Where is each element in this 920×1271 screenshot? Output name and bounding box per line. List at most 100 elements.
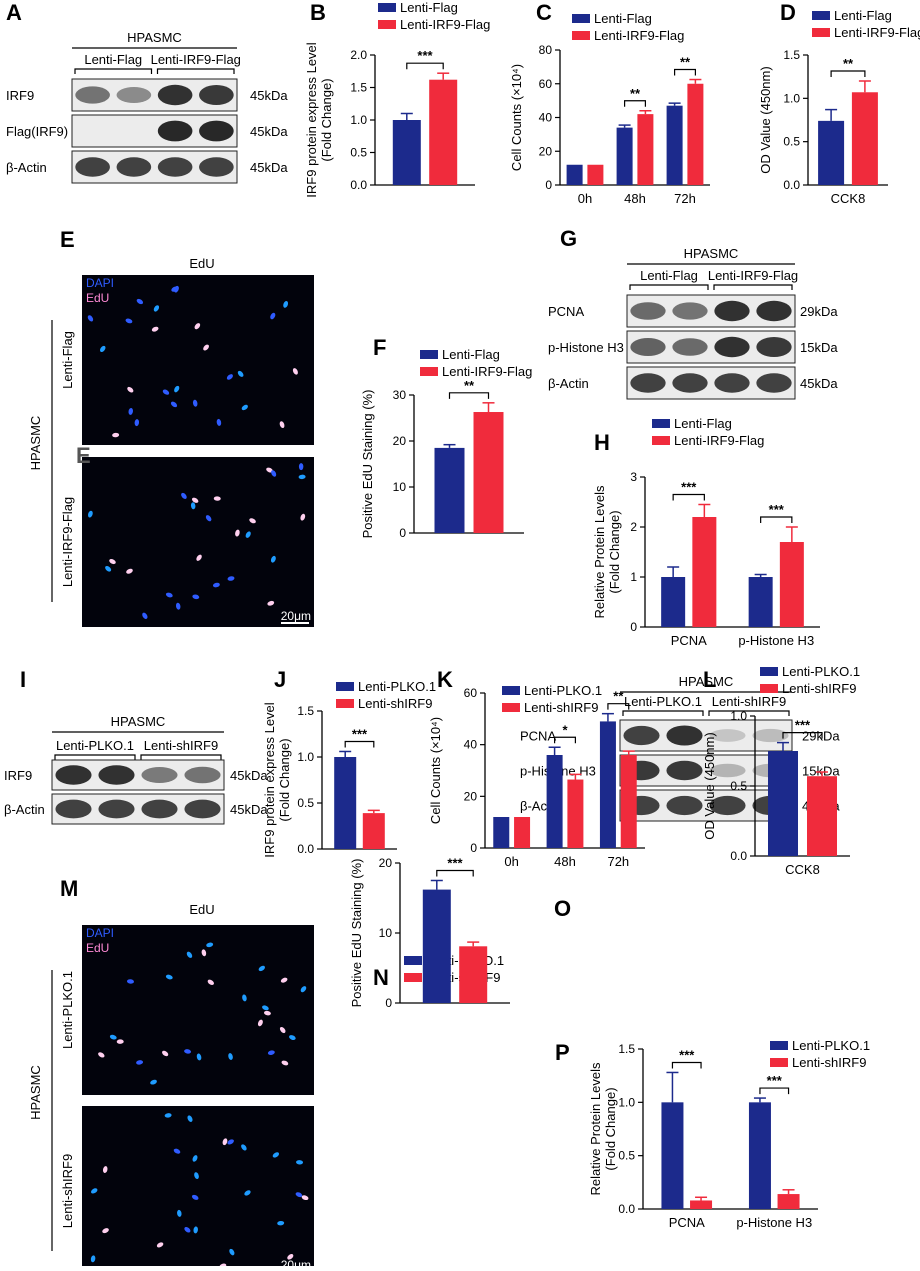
- dapi-nucleus: [298, 474, 306, 480]
- bar-lenti-plko-1: [661, 1102, 684, 1209]
- legend-swatch: [572, 14, 590, 23]
- dapi-nucleus: [128, 407, 133, 415]
- dapi-nucleus: [100, 345, 106, 353]
- micrograph-cell-label: HPASMC: [28, 1065, 43, 1120]
- molecular-weight-label: 45kDa: [250, 88, 288, 103]
- edu-positive-nucleus: [203, 344, 209, 351]
- dapi-nucleus: [258, 965, 265, 972]
- dapi-nucleus: [271, 470, 277, 477]
- edu-positive-nucleus: [98, 1052, 105, 1058]
- significance-bracket: [436, 869, 474, 877]
- legend-label: Lenti-shIRF9: [792, 1055, 866, 1070]
- edu-positive-nucleus: [196, 554, 202, 561]
- x-tick-label: CCK8: [831, 191, 866, 206]
- y-tick-label: 2.0: [350, 48, 367, 62]
- dapi-nucleus: [298, 463, 304, 471]
- y-axis-label: Cell Counts (×10⁴): [428, 717, 443, 824]
- y-tick-label: 0.0: [297, 842, 314, 856]
- y-tick-label: 1.0: [350, 113, 367, 127]
- x-tick-label: 72h: [674, 191, 696, 206]
- blot-row-label: IRF9: [6, 88, 34, 103]
- dapi-nucleus: [88, 510, 93, 518]
- significance-bracket: [674, 68, 696, 76]
- y-tick-label: 20: [539, 144, 553, 158]
- group-label: Lenti-IRF9-Flag: [708, 268, 798, 283]
- molecular-weight-label: 45kDa: [250, 160, 288, 175]
- legend-swatch: [770, 1058, 788, 1067]
- significance-label: ***: [679, 1047, 695, 1062]
- x-tick-label: p-Histone H3: [738, 633, 814, 648]
- dapi-nucleus: [227, 576, 235, 581]
- legend-label: Lenti-Flag: [400, 0, 458, 15]
- legend-label: Lenti-shIRF9: [782, 681, 856, 696]
- blot-band: [116, 157, 152, 177]
- bar-lenti-shirf9: [777, 1194, 800, 1209]
- dapi-nucleus: [192, 594, 200, 600]
- y-tick-label: 0.5: [297, 796, 314, 810]
- dapi-nucleus: [186, 951, 193, 958]
- blot-band: [157, 84, 193, 106]
- dapi-legend: DAPI: [86, 276, 114, 290]
- blot-band: [756, 373, 792, 393]
- cell-line-label: HPASMC: [127, 30, 182, 45]
- dapi-nucleus: [283, 301, 289, 308]
- bar-lenti-shirf9: [807, 776, 837, 856]
- bar-lenti-plko-1: [422, 889, 451, 1003]
- blot-band: [672, 373, 708, 393]
- legend-swatch: [336, 699, 354, 708]
- edu-legend: EdU: [86, 941, 109, 955]
- significance-label: **: [613, 689, 624, 704]
- dapi-nucleus: [272, 1152, 280, 1158]
- bar-lenti-flag: [566, 164, 583, 185]
- y-tick-label: 0: [545, 178, 552, 192]
- significance-label: **: [843, 56, 854, 71]
- y-tick-label: 0: [470, 841, 477, 855]
- y-axis-label: OD Value (450nm): [702, 732, 717, 839]
- y-tick-label: 1.5: [783, 48, 800, 62]
- blot-band: [752, 728, 789, 743]
- group-bracket: [140, 754, 222, 760]
- blot-band: [709, 729, 746, 742]
- panel-letter-k: K: [437, 667, 453, 692]
- legend-swatch: [652, 436, 670, 445]
- dapi-nucleus: [177, 1209, 182, 1217]
- edu-positive-nucleus: [213, 496, 221, 501]
- edu-positive-nucleus: [194, 323, 201, 330]
- edu-positive-nucleus: [249, 518, 256, 524]
- dapi-nucleus: [187, 1115, 193, 1122]
- bar-lenti-irf9-flag: [687, 83, 704, 185]
- dapi-nucleus: [136, 298, 144, 305]
- legend-label: Lenti-IRF9-Flag: [834, 25, 920, 40]
- dapi-nucleus: [194, 1172, 199, 1180]
- dapi-nucleus: [300, 986, 307, 993]
- edu-positive-nucleus: [102, 1166, 108, 1174]
- significance-bracket: [672, 493, 705, 501]
- blot-band: [184, 799, 221, 819]
- dapi-nucleus: [171, 286, 178, 292]
- blot-row-label: β-Actin: [4, 802, 45, 817]
- dapi-nucleus: [227, 1139, 234, 1145]
- dapi-nucleus: [193, 1226, 198, 1234]
- bar-lenti-plko-1: [768, 751, 798, 856]
- y-tick-label: 40: [464, 738, 478, 752]
- edu-positive-nucleus: [126, 568, 133, 574]
- x-tick-label: CCK8: [785, 862, 820, 877]
- y-tick-label: 0.5: [730, 779, 747, 793]
- legend-swatch: [502, 703, 520, 712]
- dapi-nucleus: [289, 1035, 296, 1041]
- bar-lenti-shirf9: [362, 813, 385, 849]
- y-tick-label: 3: [630, 470, 637, 484]
- panel-letter-p: P: [555, 1040, 570, 1065]
- y-tick-label: 1.5: [350, 81, 367, 95]
- y-tick-label: 1.5: [618, 1042, 635, 1056]
- dapi-nucleus: [205, 515, 212, 522]
- molecular-weight-label: 45kDa: [230, 802, 268, 817]
- chart-h: Lenti-Flag Lenti-IRF9-Flag 0 1 2 3 Relative Pr…: [592, 416, 820, 648]
- dapi-nucleus: [125, 318, 133, 324]
- micrograph-panel: [82, 925, 314, 1095]
- y-tick-label: 0.0: [783, 178, 800, 192]
- bar-lenti-irf9-flag: [587, 164, 604, 185]
- significance-label: **: [464, 378, 475, 393]
- edu-positive-nucleus: [222, 1138, 228, 1146]
